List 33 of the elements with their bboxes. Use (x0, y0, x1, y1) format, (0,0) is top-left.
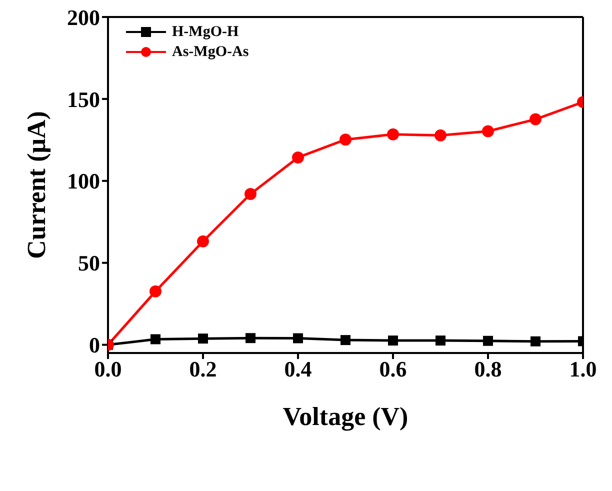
point (482, 125, 494, 138)
point (293, 333, 303, 344)
x-axis-title: Voltage (V) (282, 402, 408, 431)
y-tick-label: 50 (78, 250, 100, 276)
y-axis-title: Current (μA) (22, 111, 52, 259)
point (388, 336, 398, 346)
point (340, 134, 352, 146)
point (292, 151, 304, 164)
point (530, 336, 540, 346)
x-tick-label: 0.0 (94, 356, 122, 382)
point (436, 336, 446, 346)
point (198, 334, 208, 344)
point (150, 285, 162, 298)
point (246, 333, 256, 344)
point (197, 235, 209, 248)
point (483, 336, 493, 346)
x-tick-label: 0.2 (189, 356, 217, 382)
point (434, 129, 446, 142)
y-tick-label: 150 (67, 86, 100, 112)
point (340, 335, 350, 346)
point (387, 128, 399, 140)
point (150, 334, 160, 344)
x-tick-label: 0.6 (379, 356, 407, 382)
point (244, 188, 256, 200)
legend-label: H-MgO-H (172, 24, 239, 40)
y-tick-label: 200 (67, 4, 100, 30)
x-tick-label: 0.4 (284, 356, 312, 382)
x-tick-label: 0.8 (474, 356, 502, 382)
x-tick-label: 1.0 (569, 356, 597, 382)
point (530, 113, 542, 126)
y-tick-label: 0 (89, 332, 100, 358)
y-tick-label: 100 (67, 168, 100, 194)
legend-label: As-MgO-As (172, 44, 249, 60)
